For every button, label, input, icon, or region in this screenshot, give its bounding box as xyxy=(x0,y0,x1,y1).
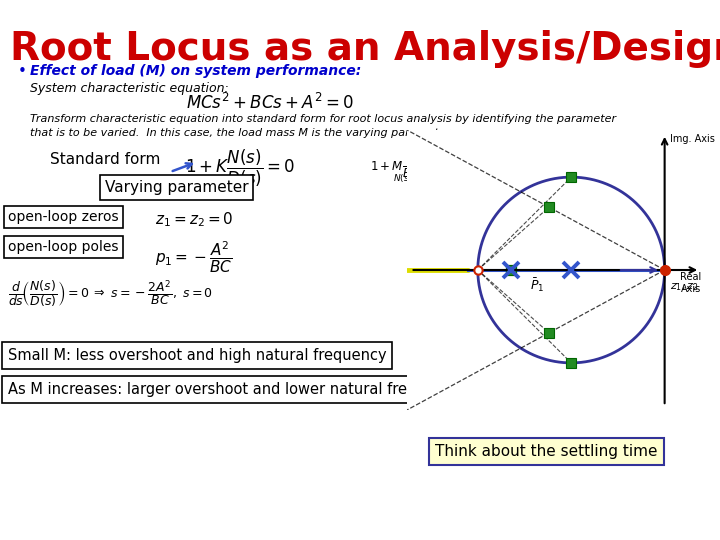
Text: $p_1 = -\dfrac{A^2}{BC}$: $p_1 = -\dfrac{A^2}{BC}$ xyxy=(155,240,233,275)
Text: Effect of load (M) on system performance:: Effect of load (M) on system performance… xyxy=(30,64,361,78)
Text: open-loop poles: open-loop poles xyxy=(8,240,119,254)
Text: open-loop zeros: open-loop zeros xyxy=(8,210,119,224)
Text: Img. Axis: Img. Axis xyxy=(670,134,715,144)
Text: Root Locus as an Analysis/Design Tool: Root Locus as an Analysis/Design Tool xyxy=(10,30,720,68)
Text: $z_1 = z_2 = 0$: $z_1 = z_2 = 0$ xyxy=(155,210,233,229)
Text: Standard form: Standard form xyxy=(50,152,161,167)
Text: $\bar{P}_1$: $\bar{P}_1$ xyxy=(531,276,545,294)
Text: $z_1, z_2$: $z_1, z_2$ xyxy=(670,281,699,293)
Text: $1 + M\dfrac{C}{BC}\cdot\dfrac{s^2}{s+\dfrac{A^2}{BC}}=0$: $1 + M\dfrac{C}{BC}\cdot\dfrac{s^2}{s+\d… xyxy=(370,152,491,196)
Text: System characteristic equation:: System characteristic equation: xyxy=(30,82,229,95)
Text: Think about the settling time: Think about the settling time xyxy=(435,444,657,459)
Text: $MCs^2 + BCs + A^2 = 0$: $MCs^2 + BCs + A^2 = 0$ xyxy=(186,93,354,113)
Text: Small M: less overshoot and high natural frequency: Small M: less overshoot and high natural… xyxy=(8,348,387,363)
Text: Transform characteristic equation into standard form for root locus analysis by : Transform characteristic equation into s… xyxy=(30,114,616,124)
Text: $1 + K\dfrac{N(s)}{D(s)} = 0$: $1 + K\dfrac{N(s)}{D(s)} = 0$ xyxy=(185,148,295,189)
Text: $\dfrac{d}{ds}\!\left(\dfrac{N(s)}{D(s)}\right)=0\;\Rightarrow\;s=-\dfrac{2A^2}{: $\dfrac{d}{ds}\!\left(\dfrac{N(s)}{D(s)}… xyxy=(8,278,213,309)
Text: Real
Axis: Real Axis xyxy=(680,272,701,294)
Text: As M increases: larger overshoot and lower natural frequency: As M increases: larger overshoot and low… xyxy=(8,382,461,397)
Text: that is to be varied.  In this case, the load mass M is the varying parameter:: that is to be varied. In this case, the … xyxy=(30,128,454,138)
Text: $N(s)$: $N(s)$ xyxy=(393,172,413,184)
Text: Varying parameter: Varying parameter xyxy=(105,180,248,195)
Text: •: • xyxy=(18,64,27,79)
Text: $D(s)$: $D(s)$ xyxy=(420,172,440,184)
